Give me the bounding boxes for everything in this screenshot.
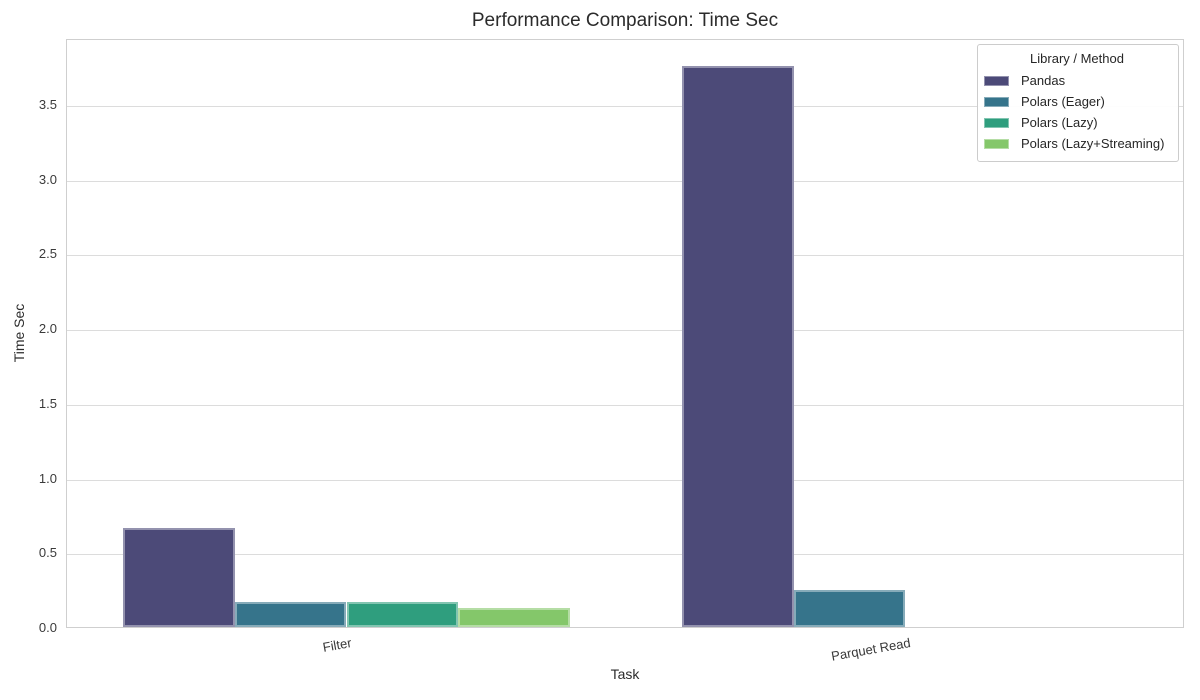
- gridline: [67, 255, 1183, 257]
- legend-item: Polars (Lazy): [984, 112, 1170, 133]
- bar: [793, 589, 906, 627]
- legend-title: Library / Method: [1030, 51, 1124, 66]
- y-tick-label: 3.5: [38, 96, 57, 112]
- legend-item-label: Polars (Lazy): [1021, 115, 1098, 130]
- x-axis-label: Task: [610, 666, 640, 682]
- legend-swatch: [984, 96, 1009, 107]
- legend-items: Pandas Polars (Eager) Polars (Lazy) Polars …: [984, 70, 1170, 154]
- gridline: [67, 105, 1183, 107]
- gridline: [67, 554, 1183, 556]
- bar: [458, 607, 571, 627]
- legend-swatch: [984, 138, 1009, 149]
- y-tick-label: 0.0: [38, 620, 57, 635]
- gridline: [67, 404, 1183, 406]
- gridline: [67, 180, 1183, 182]
- legend-swatch: [984, 75, 1009, 86]
- gridline: [67, 479, 1183, 481]
- chart-title: Performance Comparison: Time Sec: [471, 10, 779, 31]
- y-tick-label: 2.5: [38, 246, 57, 262]
- y-tick-label: 0.5: [38, 545, 57, 561]
- legend-item: Pandas: [984, 70, 1170, 91]
- y-tick-label: 1.0: [38, 470, 57, 486]
- y-tick-label: 3.0: [38, 171, 57, 187]
- legend-swatch: [984, 117, 1009, 128]
- legend-item-label: Pandas: [1021, 73, 1066, 88]
- bar: [234, 601, 347, 627]
- bar: [681, 66, 794, 627]
- bar: [122, 528, 235, 627]
- plot-area: Library / Method Pandas Polars (Eager) Pol…: [66, 39, 1184, 628]
- legend: Library / Method Pandas Polars (Eager) Pol…: [977, 44, 1179, 162]
- legend-item: Polars (Eager): [984, 91, 1170, 112]
- gridline: [67, 330, 1183, 331]
- legend-item: Polars (Lazy+Streaming): [984, 133, 1170, 154]
- legend-item-label: Polars (Lazy+Streaming): [1021, 136, 1165, 151]
- y-tick-label: 1.5: [38, 395, 57, 411]
- y-tick-label: 2.0: [38, 321, 57, 336]
- legend-item-label: Polars (Eager): [1021, 94, 1105, 109]
- bar: [346, 601, 459, 627]
